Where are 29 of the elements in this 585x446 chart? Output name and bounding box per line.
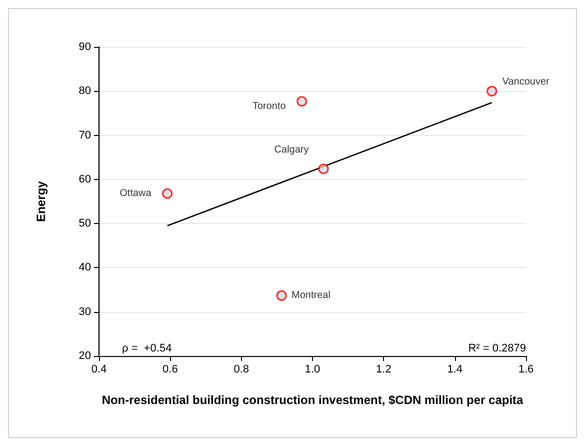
annotation: Toronto [252, 100, 286, 112]
x-tick-label: 0.8 [234, 364, 249, 376]
y-tick-label: 50 [78, 218, 91, 230]
y-tick-label: 80 [78, 85, 91, 98]
annotation: ρ = +0.54 [122, 342, 172, 354]
point [486, 86, 498, 96]
annotation: Calgary [274, 144, 309, 156]
y-tick-label: 60 [78, 173, 91, 186]
y-tick-label: 30 [78, 306, 91, 318]
x-tick-label: 1.6 [518, 364, 534, 376]
x-tick-label: 0.4 [91, 364, 107, 376]
annotation: Vancouver [502, 76, 550, 88]
x-tick-label: 0.6 [162, 364, 178, 376]
annotation: Montreal [292, 290, 330, 302]
point [318, 164, 329, 174]
x-tick-label: 1.2 [376, 364, 392, 376]
y-tick-label: 70 [78, 129, 91, 142]
y-tick-label: 20 [78, 350, 91, 362]
y-axis-title: Energy [34, 180, 48, 222]
point [296, 96, 308, 107]
y-tick-label: 90 [78, 41, 91, 53]
y-tick-label: 40 [78, 262, 91, 274]
x-axis-title: Non-residential building construction investment, $CDN million per capita [102, 393, 524, 407]
x-tick-label: 1.4 [447, 364, 462, 376]
point [276, 290, 287, 301]
annotation: R² = 0.2879 [468, 342, 526, 354]
annotation: Ottawa [120, 188, 152, 200]
x-tick-label: 1.0 [304, 364, 320, 376]
point [162, 188, 173, 199]
